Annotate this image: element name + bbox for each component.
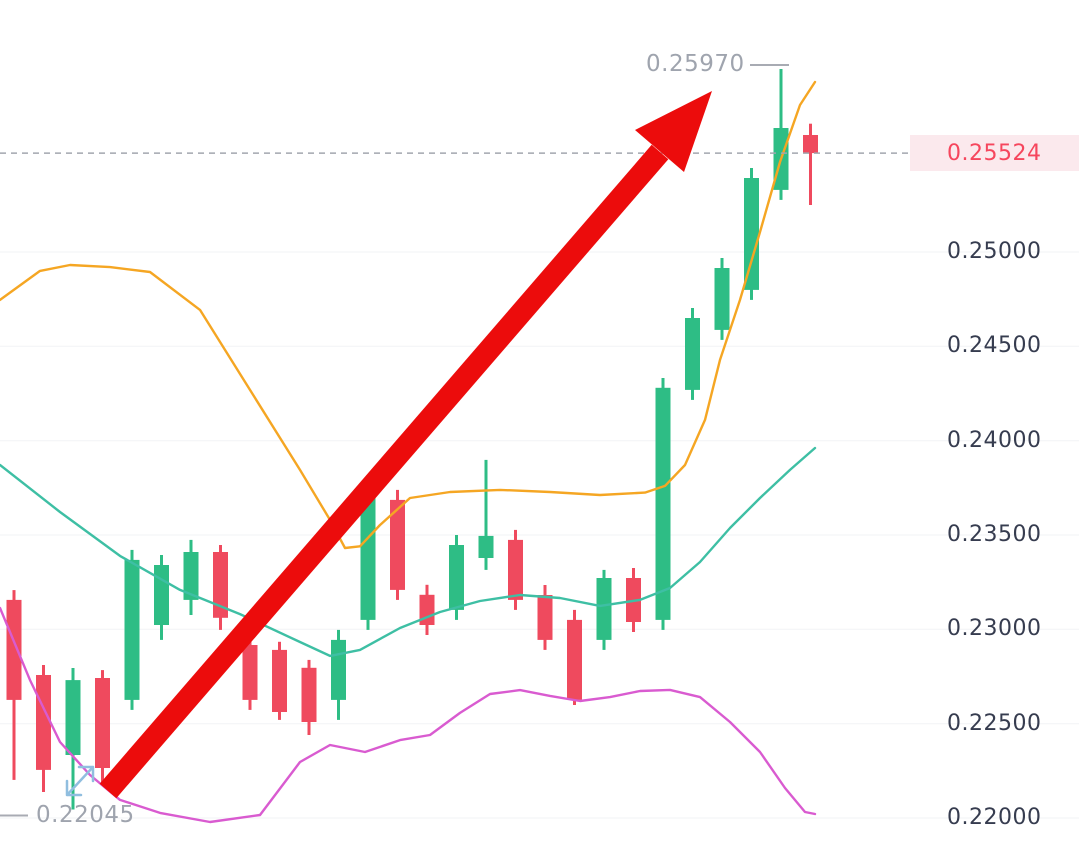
candle-body: [508, 539, 523, 600]
high-price-label: 0.25970: [646, 51, 745, 77]
price-axis[interactable]: 0.25000 0.24500 0.24000 0.23500 0.23000 0.225…: [910, 0, 1079, 850]
axis-tick-0.24500: 0.24500: [947, 333, 1042, 359]
candle-body: [6, 599, 22, 700]
candle-body: [744, 178, 759, 290]
candle-body: [242, 645, 258, 700]
candle-body: [596, 578, 612, 640]
double-arrow-icon[interactable]: [65, 765, 95, 797]
indicator-line-bollinger-lower: [0, 606, 817, 824]
candle-body: [655, 387, 671, 620]
candle-body: [331, 639, 346, 700]
candle-body: [537, 595, 553, 640]
axis-tick-0.22500: 0.22500: [947, 710, 1042, 736]
candle-body: [803, 135, 818, 154]
candle-body: [124, 559, 140, 700]
candle-body: [685, 318, 700, 390]
candle-body: [449, 545, 464, 610]
axis-tick-0.22000: 0.22000: [947, 805, 1042, 830]
axis-tick-0.23500: 0.23500: [947, 522, 1042, 547]
candle-body: [95, 678, 110, 768]
candle-body: [390, 499, 405, 590]
candle-body: [567, 619, 582, 700]
candle-wick: [809, 123, 812, 205]
candle-body: [154, 565, 169, 625]
candle-body: [478, 535, 494, 558]
candle-body: [36, 675, 51, 770]
candle-body: [714, 268, 730, 330]
candle-body: [301, 667, 317, 722]
candle-wick: [484, 459, 488, 570]
candle-body: [65, 680, 81, 755]
current-price-badge: 0.25524: [910, 135, 1079, 172]
indicator-line-bollinger-middle: [0, 446, 817, 658]
axis-tick-0.23000: 0.23000: [947, 616, 1042, 642]
candle-body: [213, 552, 228, 618]
axis-tick-0.24000: 0.24000: [947, 427, 1042, 453]
axis-tick-0.25000: 0.25000: [947, 239, 1042, 264]
candle-body: [272, 649, 287, 712]
indicator-line-bollinger-upper: [0, 80, 817, 550]
trend-arrow-annotation: [99, 91, 712, 799]
candles: [6, 69, 818, 810]
low-price-label: 0.22045: [36, 801, 135, 828]
current-price-value: 0.25524: [947, 140, 1042, 166]
candle-body: [183, 552, 199, 600]
candle-body: [360, 489, 376, 620]
